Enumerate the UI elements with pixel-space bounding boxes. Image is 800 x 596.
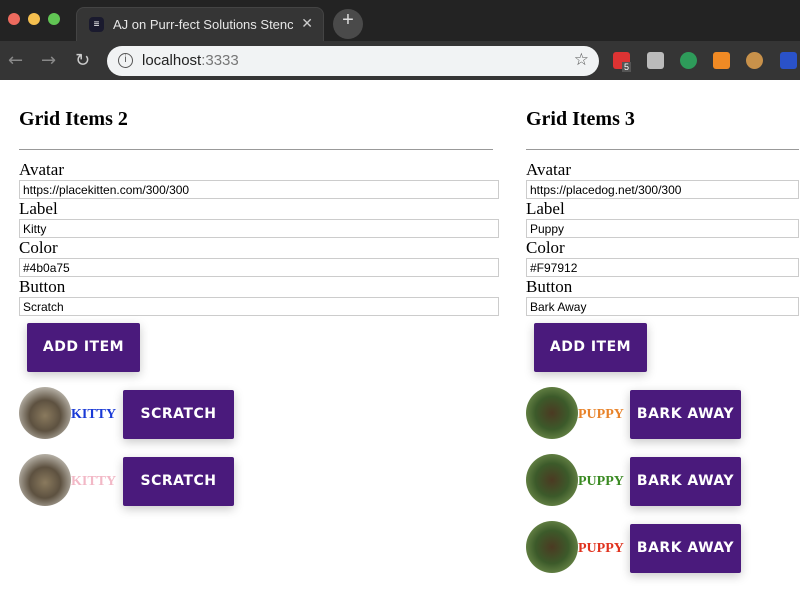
field-label-color: Color — [19, 238, 58, 257]
favicon-icon: ≡ — [89, 17, 104, 32]
field-label-avatar: Avatar — [19, 160, 64, 179]
info-icon[interactable]: i — [118, 53, 133, 68]
item-action-button[interactable]: BARK AWAY — [630, 457, 741, 506]
extension-calendar-icon[interactable]: 5 — [613, 52, 632, 72]
dog-avatar — [526, 387, 578, 439]
avatar-input[interactable]: https://placekitten.com/300/300 — [19, 180, 499, 199]
label-input[interactable]: Kitty — [19, 219, 499, 238]
field-label-button: Button — [526, 277, 573, 296]
extension-chart-icon[interactable] — [713, 52, 730, 69]
column-heading: Grid Items 2 — [19, 108, 128, 130]
color-input[interactable]: #4b0a75 — [19, 258, 499, 277]
divider — [19, 149, 493, 150]
url-text: localhost:3333 — [142, 52, 239, 69]
bookmark-star-icon[interactable]: ☆ — [573, 50, 589, 69]
dog-avatar — [526, 454, 578, 506]
extension-lighthouse-icon[interactable] — [780, 52, 797, 69]
extension-camera-icon[interactable] — [647, 52, 664, 69]
grid-items-column: Grid Items 3 Avatar https://placedog.net… — [526, 80, 799, 596]
column-heading: Grid Items 3 — [526, 108, 635, 130]
item-action-button[interactable]: BARK AWAY — [630, 524, 741, 573]
new-tab-button[interactable]: + — [333, 9, 363, 39]
item-action-button[interactable]: SCRATCH — [123, 457, 234, 506]
extension-cookie-icon[interactable] — [746, 52, 763, 69]
minimize-window-button[interactable] — [28, 13, 40, 25]
grid-items-column: Grid Items 2 Avatar https://placekitten.… — [19, 80, 799, 596]
label-input[interactable]: Puppy — [526, 219, 799, 238]
back-icon[interactable]: ← — [8, 50, 24, 71]
field-label-label: Label — [19, 199, 58, 218]
dog-avatar — [526, 521, 578, 573]
reload-icon[interactable]: ↻ — [75, 50, 91, 71]
address-bar[interactable]: i localhost:3333 ☆ — [107, 46, 599, 76]
button-input[interactable]: Bark Away — [526, 297, 799, 316]
item-action-button[interactable]: SCRATCH — [123, 390, 234, 439]
avatar-input[interactable]: https://placedog.net/300/300 — [526, 180, 799, 199]
field-label-label: Label — [526, 199, 565, 218]
url-port: :3333 — [201, 52, 239, 69]
tab-bar: ≡ AJ on Purr-fect Solutions Stencil ✕ + — [0, 0, 800, 41]
extension-badge: 5 — [622, 62, 632, 72]
cat-avatar — [19, 454, 71, 506]
add-item-button[interactable]: ADD ITEM — [534, 323, 647, 372]
url-host: localhost — [142, 52, 202, 69]
close-window-button[interactable] — [8, 13, 20, 25]
tab-title: AJ on Purr-fect Solutions Stencil — [113, 17, 293, 32]
item-label: PUPPY — [578, 474, 624, 489]
color-input[interactable]: #F97912 — [526, 258, 799, 277]
browser-tab[interactable]: ≡ AJ on Purr-fect Solutions Stencil ✕ — [76, 7, 324, 41]
extension-hangouts-icon[interactable] — [680, 52, 697, 69]
item-label: PUPPY — [578, 407, 624, 422]
tab-close-icon[interactable]: ✕ — [301, 15, 313, 31]
browser-chrome: ≡ AJ on Purr-fect Solutions Stencil ✕ + … — [0, 0, 800, 80]
field-label-avatar: Avatar — [526, 160, 571, 179]
field-label-color: Color — [526, 238, 565, 257]
item-action-button[interactable]: BARK AWAY — [630, 390, 741, 439]
cat-avatar — [19, 387, 71, 439]
forward-icon[interactable]: → — [41, 50, 57, 71]
item-label: KITTY — [71, 407, 117, 422]
maximize-window-button[interactable] — [48, 13, 60, 25]
item-label: KITTY — [71, 474, 117, 489]
button-input[interactable]: Scratch — [19, 297, 499, 316]
divider — [526, 149, 799, 150]
browser-toolbar: ← → ↻ i localhost:3333 ☆ 5 — [0, 41, 800, 80]
add-item-button[interactable]: ADD ITEM — [27, 323, 140, 372]
item-label: PUPPY — [578, 541, 624, 556]
field-label-button: Button — [19, 277, 66, 296]
